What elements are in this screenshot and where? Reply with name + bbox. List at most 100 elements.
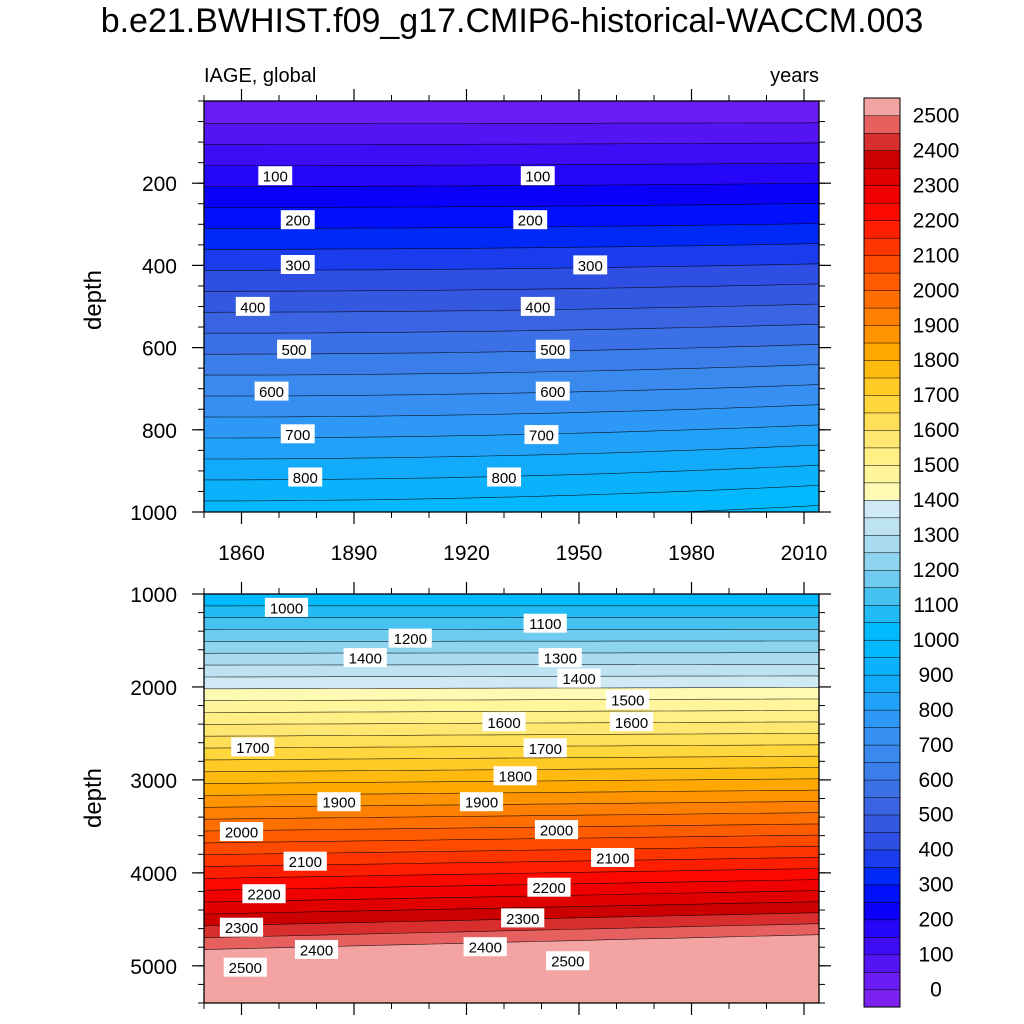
svg-text:1500: 1500	[611, 693, 644, 710]
colorbar-label: 900	[918, 664, 953, 687]
contour-line	[672, 505, 819, 512]
colorbar-swatch	[863, 814, 901, 833]
colorbar-label: 600	[918, 769, 953, 792]
contour-label: 100	[258, 166, 293, 186]
colorbar-swatch	[863, 482, 901, 501]
contour-line	[204, 485, 819, 502]
x-tick-label: 1920	[443, 542, 490, 565]
x-tick-label: 1890	[331, 542, 378, 565]
contour-label: 2300	[501, 908, 545, 928]
contour-line	[204, 364, 819, 376]
upper-axis-ticks: 1860 1890 1920 1950 1980 2010 200 400 600 800 1000	[130, 89, 831, 565]
contour-label: 300	[573, 255, 608, 275]
contour-line	[204, 755, 819, 761]
contour-line	[204, 710, 819, 713]
svg-text:2100: 2100	[596, 851, 629, 868]
contour-label: 500	[535, 339, 570, 359]
svg-text:1400: 1400	[562, 671, 595, 688]
upper-contour-lines	[204, 122, 819, 512]
svg-text:500: 500	[540, 342, 565, 359]
colorbar-swatch	[863, 657, 901, 676]
lower-y-axis-label: depth	[80, 768, 107, 828]
upper-contour-fills	[204, 122, 819, 512]
colorbar-swatch	[863, 255, 901, 274]
contour-line	[204, 283, 819, 292]
contour-label: 100	[520, 166, 555, 186]
colorbar-swatch	[863, 604, 901, 623]
contour-label: 1900	[317, 792, 361, 812]
contour-line	[204, 834, 819, 844]
colorbar-swatch	[863, 849, 901, 868]
colorbar-swatch	[863, 272, 901, 291]
svg-text:2300: 2300	[225, 920, 258, 937]
contour-line	[204, 812, 819, 820]
svg-text:1300: 1300	[544, 651, 577, 668]
y-tick-label: 3000	[130, 770, 177, 793]
svg-text:700: 700	[285, 427, 310, 444]
colorbar-label: 1000	[913, 629, 960, 652]
svg-text:1600: 1600	[615, 715, 648, 732]
contour-line	[204, 733, 819, 737]
svg-text:2500: 2500	[551, 954, 584, 971]
contour-line	[204, 879, 819, 891]
contour-label: 2200	[242, 884, 286, 904]
contour-line	[204, 652, 819, 654]
chart-title: b.e21.BWHIST.f09_g17.CMIP6-historical-WA…	[100, 2, 924, 40]
colorbar-label: 1500	[913, 454, 960, 477]
colorbar-swatch	[863, 569, 901, 589]
colorbar-label: 400	[918, 839, 953, 862]
contour-line	[204, 744, 819, 749]
y-tick-label: 4000	[130, 863, 177, 886]
colorbar-swatch	[863, 762, 901, 781]
contour-line	[204, 122, 819, 124]
variable-label: IAGE, global	[204, 65, 316, 87]
contour-label: 400	[520, 296, 555, 316]
contour-line	[204, 801, 819, 808]
lower-contour-fills	[204, 605, 819, 1003]
colorbar-swatch	[863, 971, 901, 991]
colorbar-swatch	[863, 587, 901, 606]
colorbar-label: 2400	[913, 139, 960, 162]
contour-line	[204, 303, 819, 313]
contour-line	[204, 664, 819, 666]
colorbar-label: 1300	[913, 524, 960, 547]
contour-line	[204, 404, 819, 418]
colorbar-label: 700	[918, 734, 953, 757]
svg-text:700: 700	[529, 428, 554, 445]
colorbar-swatch	[863, 796, 901, 816]
svg-text:1200: 1200	[394, 631, 427, 648]
colorbar-label: 1700	[913, 384, 960, 407]
svg-text:2400: 2400	[300, 943, 333, 960]
contour-label: 1600	[482, 712, 526, 732]
contour-line	[204, 923, 819, 938]
svg-text:2500: 2500	[229, 960, 262, 977]
colorbar-swatch	[863, 692, 901, 711]
colorbar-label: 2200	[913, 209, 960, 232]
lower-contour-lines	[204, 605, 819, 950]
contour-label: 1100	[523, 613, 567, 633]
contour-label: 1800	[493, 766, 537, 786]
contour-label: 1200	[388, 628, 432, 648]
contour-line	[204, 444, 819, 460]
svg-text:600: 600	[540, 384, 565, 401]
colorbar-label: 0	[930, 979, 942, 1002]
contour-line	[204, 323, 819, 334]
x-tick-label: 1950	[556, 542, 603, 565]
x-tick-label: 1980	[668, 542, 715, 565]
x-tick-label: 2010	[781, 542, 828, 565]
contour-label: 1400	[557, 668, 601, 688]
colorbar-swatch	[863, 185, 901, 204]
svg-text:200: 200	[285, 213, 310, 230]
contour-label: 2500	[546, 951, 590, 971]
svg-text:800: 800	[293, 470, 318, 487]
contour-line	[204, 675, 819, 678]
colorbar-swatch	[863, 115, 901, 134]
colorbar-swatch	[863, 202, 901, 221]
colorbar-swatch	[863, 552, 901, 571]
contour-label: 600	[535, 381, 570, 401]
colorbar-swatch	[863, 744, 901, 763]
contour-label: 200	[280, 210, 315, 230]
svg-text:300: 300	[285, 258, 310, 275]
contour-label: 1000	[264, 597, 309, 617]
units-label: years	[770, 65, 819, 87]
